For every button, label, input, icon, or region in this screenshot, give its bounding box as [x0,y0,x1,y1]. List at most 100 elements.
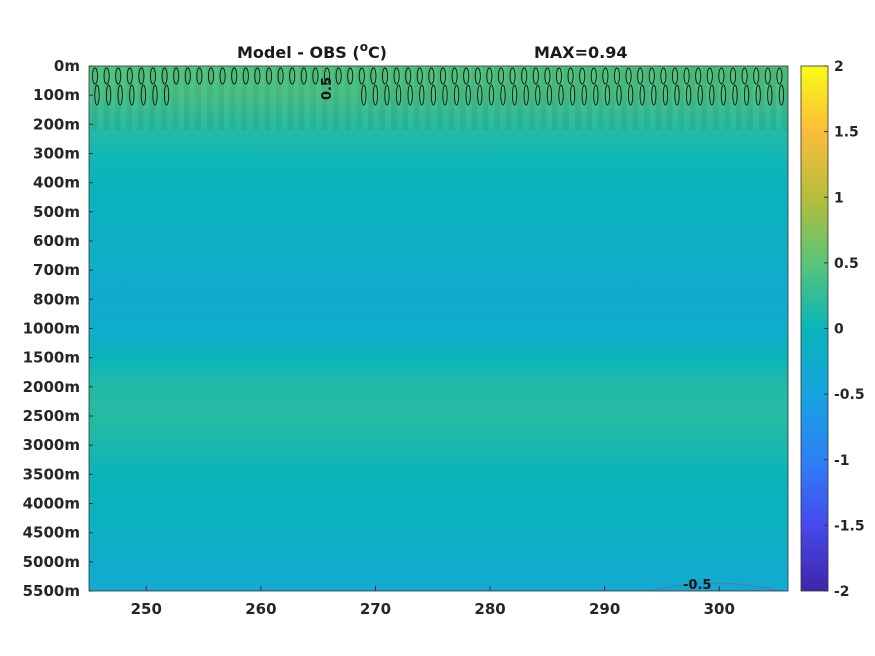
contour-ellipse [535,84,541,106]
colorbar-tick-label: 0 [834,322,844,338]
colorbar-tick-label: -1 [834,453,850,469]
colorbar-ticks: 2 1.5 1 0.5 0 -0.5 -1 -1.5 -2 [824,59,865,600]
contour-ellipse [405,67,412,85]
contour-ellipse [625,67,632,85]
contour-ellipse [370,67,377,85]
contour-ellipse [523,84,529,106]
contour-ellipse [683,67,690,85]
contour-ellipse [488,84,495,106]
contour-ellipse [103,67,110,85]
contour-ellipse [778,84,785,106]
contour-ellipse [706,67,713,85]
contour-ellipse [219,67,226,85]
contour-ellipse [300,67,307,85]
contour-ellipse [753,67,760,85]
contour-ellipse [637,67,644,85]
contour-ellipse [105,84,112,106]
contour-ellipse [720,84,727,106]
colorbar-tick-label: 1 [834,190,844,206]
contour-ellipse [616,84,622,106]
x-tick-label: 290 [589,600,620,618]
contour-ellipse [163,84,170,106]
colorbar-tick-label: 0.5 [834,256,859,272]
colorbar-tick-label: -2 [834,584,850,600]
contour-ellipse [117,84,123,106]
contour-ellipse [521,67,528,85]
contour-ellipse [312,67,319,85]
y-tick-label: 3500m [23,465,80,483]
heatmap-field [89,66,788,591]
y-axis-ticks: 0m 100m 200m 300m 400m 500m 600m 700m 800m 1000m 1… [23,57,93,600]
contour-label-positive: 0.5 [320,77,335,100]
y-tick-label: 4000m [23,495,80,513]
contour-ellipse [544,67,551,85]
contour-ellipse [627,84,634,106]
contour-ellipse [767,84,773,106]
y-tick-label: 400m [33,174,80,192]
contour-ellipse [140,84,147,106]
y-tick-label: 300m [33,145,80,163]
x-tick-label: 280 [474,600,505,618]
y-tick-label: 4500m [23,524,80,542]
contour-ellipse [685,84,692,106]
contour-ellipse [430,84,437,106]
contour-ellipse [442,84,448,106]
contour-ellipse [671,67,679,85]
contour-ellipse [639,84,645,106]
contour-ellipse [129,84,135,106]
contour-ellipse [569,84,576,106]
contour-ellipse [138,67,145,85]
contour-ellipse [695,67,702,85]
contour-ellipse [207,67,215,85]
contour-ellipse [604,84,611,106]
y-tick-label: 2500m [23,407,80,425]
contour-ellipse [393,67,400,85]
contour-ellipse [428,67,435,85]
y-tick-label: 3000m [23,436,80,454]
contour-ellipse [500,84,506,106]
contour-ellipse [91,67,99,85]
y-tick-label: 600m [33,232,80,250]
contour-ellipse [184,67,191,85]
contour-ellipse [732,84,738,106]
y-tick-label: 1000m [23,320,80,338]
x-tick-label: 270 [360,600,391,618]
contour-ellipse [265,67,273,85]
y-tick-label: 1500m [23,349,80,367]
contour-label-negative: -0.5 [683,578,711,593]
contour-ellipse [674,84,680,106]
contour-ellipse [662,84,669,106]
contour-ellipse [651,84,657,106]
contour-ellipse [161,67,168,85]
contour-ellipse [94,84,100,106]
y-tick-label: 200m [33,115,80,133]
colorbar-tick-label: 2 [834,59,844,75]
colorbar-tick-label: -1.5 [834,518,865,534]
contour-ellipse [242,67,249,85]
y-tick-label: 5500m [23,582,80,600]
contour-ellipse [358,67,365,85]
contour-ellipse [407,84,413,106]
contour-ellipse [196,67,203,85]
contour-ellipse [419,84,425,106]
contour-ellipse [477,84,483,106]
contour-ellipse [416,67,423,85]
contour-ellipse [709,84,715,106]
contour-ellipse [660,67,667,85]
contour-ellipse [581,84,587,106]
contour-ellipse [579,67,586,85]
contour-ellipse [173,67,180,85]
contour-ellipse [463,67,470,85]
contour-arc [649,582,779,592]
contour-ellipse [532,67,539,85]
contour-ellipse [465,84,471,106]
contour-ellipse [697,84,703,106]
contour-ellipse [289,67,296,85]
y-tick-label: 2000m [23,378,80,396]
colorbar: 2 1.5 1 0.5 0 -0.5 -1 -1.5 -2 [800,59,865,600]
contour-ellipse [497,67,505,85]
contour-ellipse [546,84,553,106]
y-tick-label: 500m [33,203,80,221]
surface-stripe-texture [89,66,788,130]
